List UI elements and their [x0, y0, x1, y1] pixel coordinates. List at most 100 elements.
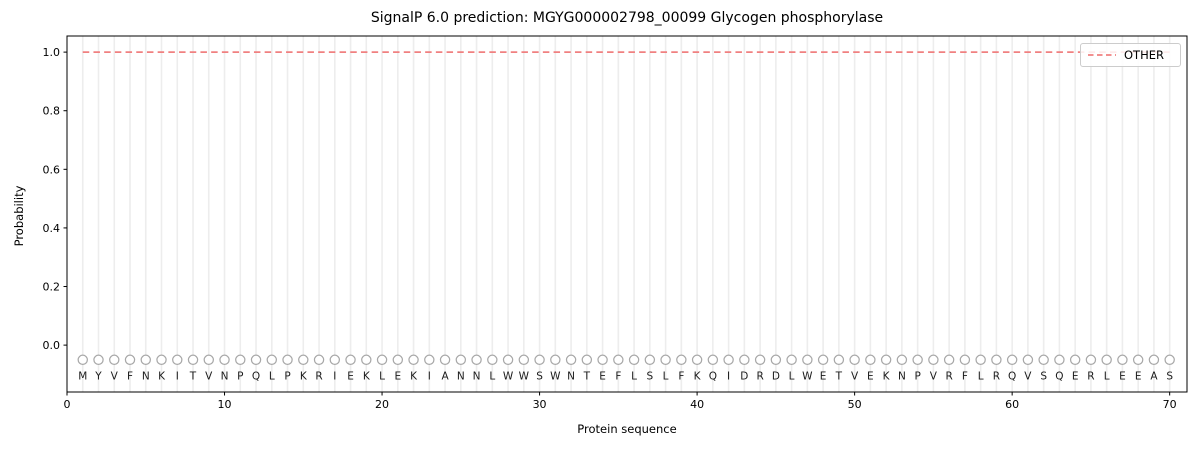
- residue-letter: P: [914, 371, 920, 383]
- residue-marker: [1101, 354, 1112, 365]
- y-tick-label: 0.6: [43, 163, 61, 176]
- residue-marker: [597, 354, 608, 365]
- residue-marker: [943, 354, 955, 365]
- residue-letter: R: [756, 371, 763, 383]
- residue-marker: [817, 354, 829, 365]
- residue-letter: A: [1150, 371, 1158, 383]
- residue-letter: L: [631, 371, 637, 383]
- residue-letter: E: [1135, 371, 1142, 383]
- residue-marker: [928, 354, 939, 365]
- residue-letter: S: [1166, 371, 1173, 383]
- residue-letter: K: [883, 371, 891, 383]
- residue-letter: L: [269, 371, 275, 383]
- residue-letter: I: [176, 371, 179, 383]
- residue-letter: E: [599, 371, 606, 383]
- residue-letter: D: [772, 371, 780, 383]
- residue-marker: [1069, 354, 1081, 365]
- residue-letter: L: [789, 371, 795, 383]
- residue-letter: Q: [1008, 371, 1016, 383]
- residue-letter: R: [1087, 371, 1094, 383]
- x-tick-label: 50: [848, 398, 862, 411]
- residue-letter: V: [930, 371, 938, 383]
- residue-letter: I: [333, 371, 336, 383]
- residue-letter: F: [127, 371, 133, 383]
- residue-letter: N: [567, 371, 575, 383]
- residue-marker: [109, 354, 120, 365]
- residue-marker: [439, 354, 451, 365]
- residue-marker: [676, 354, 687, 365]
- y-axis-label: Probability: [12, 185, 26, 247]
- residue-marker: [266, 354, 278, 365]
- residue-letter: R: [315, 371, 322, 383]
- residue-marker: [802, 354, 813, 365]
- residue-marker: [77, 354, 88, 365]
- residue-marker: [865, 354, 876, 365]
- residue-letter: F: [678, 371, 684, 383]
- residue-marker: [1022, 354, 1034, 365]
- residue-marker: [754, 354, 766, 365]
- residue-letter: V: [205, 371, 213, 383]
- residue-letter: L: [663, 371, 669, 383]
- residue-letter: A: [441, 371, 449, 383]
- residue-marker: [124, 354, 136, 365]
- residue-marker: [723, 354, 734, 365]
- residue-marker: [565, 354, 577, 365]
- y-tick-label: 0.4: [43, 222, 61, 235]
- residue-letter: N: [221, 371, 229, 383]
- residue-marker: [991, 354, 1002, 365]
- x-tick-label: 40: [690, 398, 704, 411]
- legend-other-dashed-line-icon: [1088, 54, 1116, 56]
- residue-marker: [550, 354, 561, 365]
- residue-marker: [518, 354, 530, 365]
- residue-letter: V: [851, 371, 859, 383]
- residue-marker: [408, 354, 419, 365]
- residue-marker: [235, 354, 246, 365]
- legend-other-label: OTHER: [1124, 48, 1164, 62]
- residue-letter: N: [898, 371, 906, 383]
- residue-marker: [298, 354, 309, 365]
- residue-letter: W: [503, 371, 514, 383]
- y-tick-label: 0.8: [43, 105, 61, 118]
- residue-marker: [424, 354, 435, 365]
- residue-letter: L: [379, 371, 385, 383]
- residue-letter: Q: [252, 371, 260, 383]
- y-tick-label: 0.0: [43, 339, 61, 352]
- residue-marker: [203, 354, 214, 365]
- residue-marker: [613, 354, 624, 365]
- residue-marker: [1117, 354, 1128, 365]
- residue-letter: V: [1024, 371, 1032, 383]
- x-tick-label: 10: [218, 398, 232, 411]
- residue-marker: [93, 354, 104, 365]
- residue-marker: [1006, 354, 1018, 365]
- x-tick-label: 0: [64, 398, 71, 411]
- residue-marker: [739, 354, 750, 365]
- residue-letter: E: [347, 371, 354, 383]
- residue-marker: [392, 354, 404, 365]
- residue-letter: F: [615, 371, 621, 383]
- residue-letter: E: [1119, 371, 1126, 383]
- residue-marker: [880, 354, 892, 365]
- residue-marker: [487, 354, 498, 365]
- residue-letter: K: [363, 371, 371, 383]
- legend: OTHER: [1080, 43, 1181, 67]
- residue-marker: [1038, 354, 1049, 365]
- residue-marker: [896, 354, 908, 365]
- residue-letter: I: [727, 371, 730, 383]
- residue-letter: E: [1072, 371, 1079, 383]
- residue-marker: [455, 354, 467, 365]
- residue-marker: [534, 354, 545, 365]
- residue-letter: W: [802, 371, 813, 383]
- residue-marker: [691, 354, 703, 365]
- residue-letter: K: [694, 371, 702, 383]
- chart-title: SignalP 6.0 prediction: MGYG000002798_00…: [370, 10, 884, 26]
- y-tick-label: 1.0: [43, 46, 61, 59]
- residue-marker: [345, 354, 356, 365]
- residue-marker: [849, 354, 860, 365]
- residue-letter: S: [1040, 371, 1047, 383]
- residue-marker: [219, 354, 230, 365]
- residue-marker: [313, 354, 325, 365]
- residue-marker: [644, 354, 656, 365]
- residue-letter: Y: [94, 371, 102, 383]
- residue-marker: [140, 354, 151, 365]
